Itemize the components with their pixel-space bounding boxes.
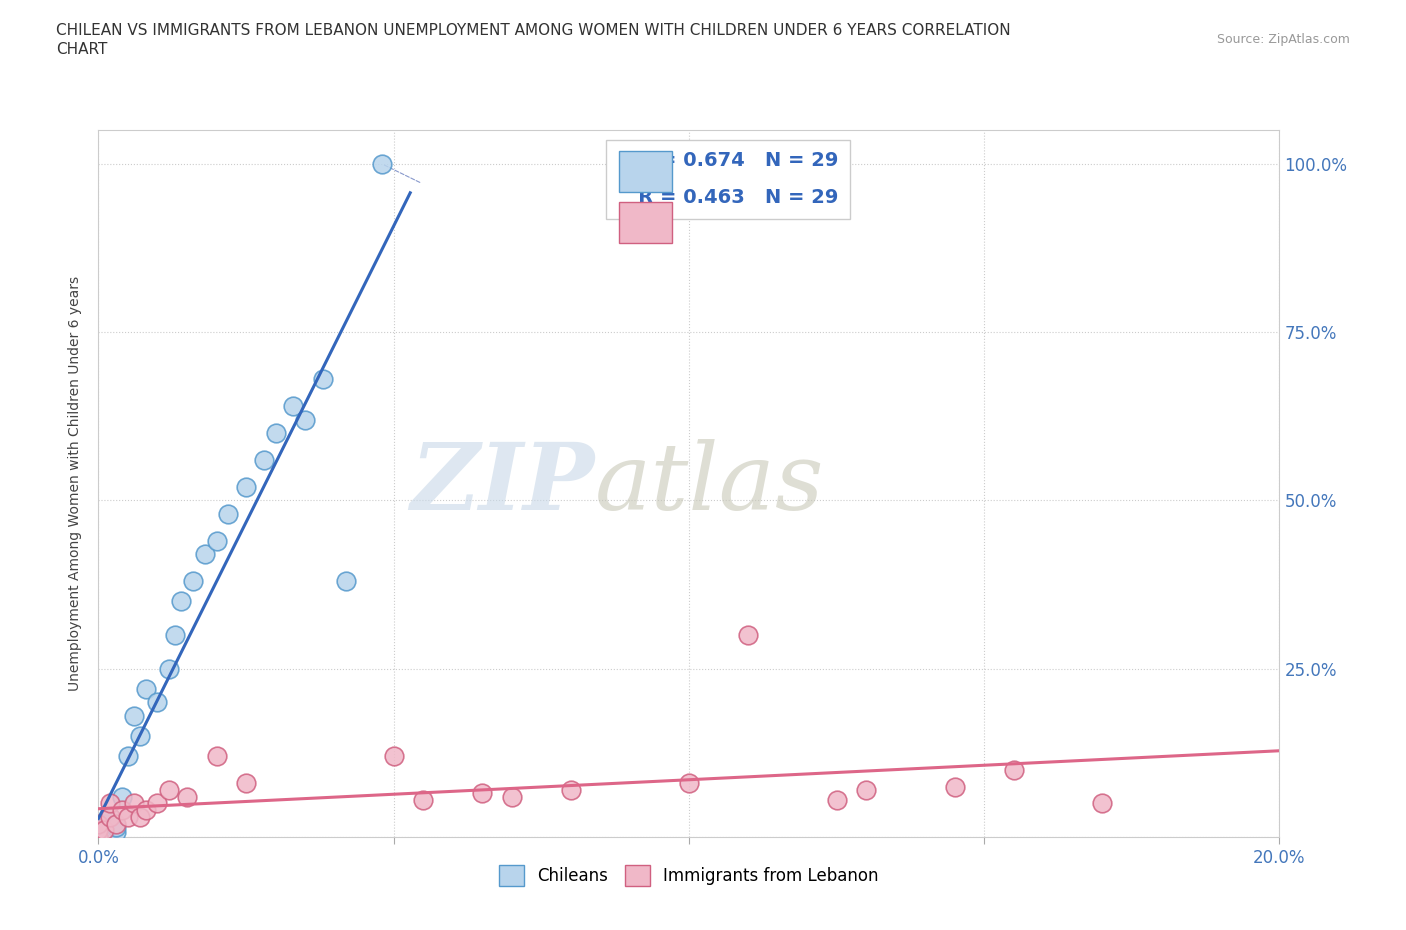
- Point: [205, 749, 228, 764]
- Point: [371, 156, 394, 171]
- Point: [111, 790, 134, 804]
- Text: Source: ZipAtlas.com: Source: ZipAtlas.com: [1216, 33, 1350, 46]
- Text: atlas: atlas: [595, 439, 824, 528]
- Point: [98, 796, 121, 811]
- Point: [135, 682, 157, 697]
- Point: [157, 782, 180, 797]
- Point: [93, 826, 115, 841]
- Y-axis label: Unemployment Among Women with Children Under 6 years: Unemployment Among Women with Children U…: [69, 276, 83, 691]
- Point: [122, 796, 145, 811]
- Point: [943, 779, 966, 794]
- Point: [382, 749, 405, 764]
- Point: [117, 809, 139, 824]
- Point: [87, 823, 110, 838]
- Point: [87, 817, 110, 831]
- Text: ZIP: ZIP: [411, 439, 595, 528]
- Bar: [619, 203, 672, 244]
- Point: [146, 796, 169, 811]
- Point: [122, 709, 145, 724]
- Point: [283, 399, 305, 414]
- Point: [471, 786, 494, 801]
- Point: [87, 823, 110, 838]
- Point: [294, 412, 316, 427]
- Text: CHART: CHART: [56, 42, 108, 57]
- Point: [678, 776, 700, 790]
- Point: [117, 749, 139, 764]
- Point: [135, 803, 157, 817]
- Point: [1091, 796, 1114, 811]
- Point: [253, 453, 276, 468]
- Point: [105, 817, 128, 831]
- Point: [128, 728, 150, 743]
- Point: [205, 534, 228, 549]
- Point: [165, 628, 187, 643]
- Legend: Chileans, Immigrants from Lebanon: Chileans, Immigrants from Lebanon: [492, 858, 886, 892]
- Point: [217, 507, 239, 522]
- Point: [98, 809, 121, 824]
- Point: [146, 695, 169, 710]
- Point: [87, 830, 110, 844]
- Point: [157, 661, 180, 676]
- Point: [87, 830, 110, 844]
- Point: [501, 790, 523, 804]
- Point: [98, 809, 121, 824]
- Point: [412, 792, 434, 807]
- Point: [335, 574, 357, 589]
- Point: [176, 790, 198, 804]
- Text: R = 0.674   N = 29
   R = 0.463   N = 29: R = 0.674 N = 29 R = 0.463 N = 29: [619, 152, 838, 207]
- Point: [105, 824, 128, 839]
- Point: [105, 819, 128, 834]
- Point: [825, 792, 848, 807]
- Point: [170, 594, 193, 609]
- Point: [128, 809, 150, 824]
- Point: [93, 823, 115, 838]
- Point: [737, 628, 759, 643]
- Point: [235, 480, 257, 495]
- Point: [194, 547, 217, 562]
- Point: [1002, 763, 1025, 777]
- Point: [181, 574, 204, 589]
- Point: [264, 426, 287, 441]
- Point: [111, 803, 134, 817]
- Point: [855, 782, 877, 797]
- Point: [560, 782, 582, 797]
- Point: [93, 817, 115, 831]
- Point: [312, 372, 335, 387]
- Text: CHILEAN VS IMMIGRANTS FROM LEBANON UNEMPLOYMENT AMONG WOMEN WITH CHILDREN UNDER : CHILEAN VS IMMIGRANTS FROM LEBANON UNEMP…: [56, 23, 1011, 38]
- Bar: [619, 152, 672, 193]
- Point: [98, 823, 121, 838]
- Point: [235, 776, 257, 790]
